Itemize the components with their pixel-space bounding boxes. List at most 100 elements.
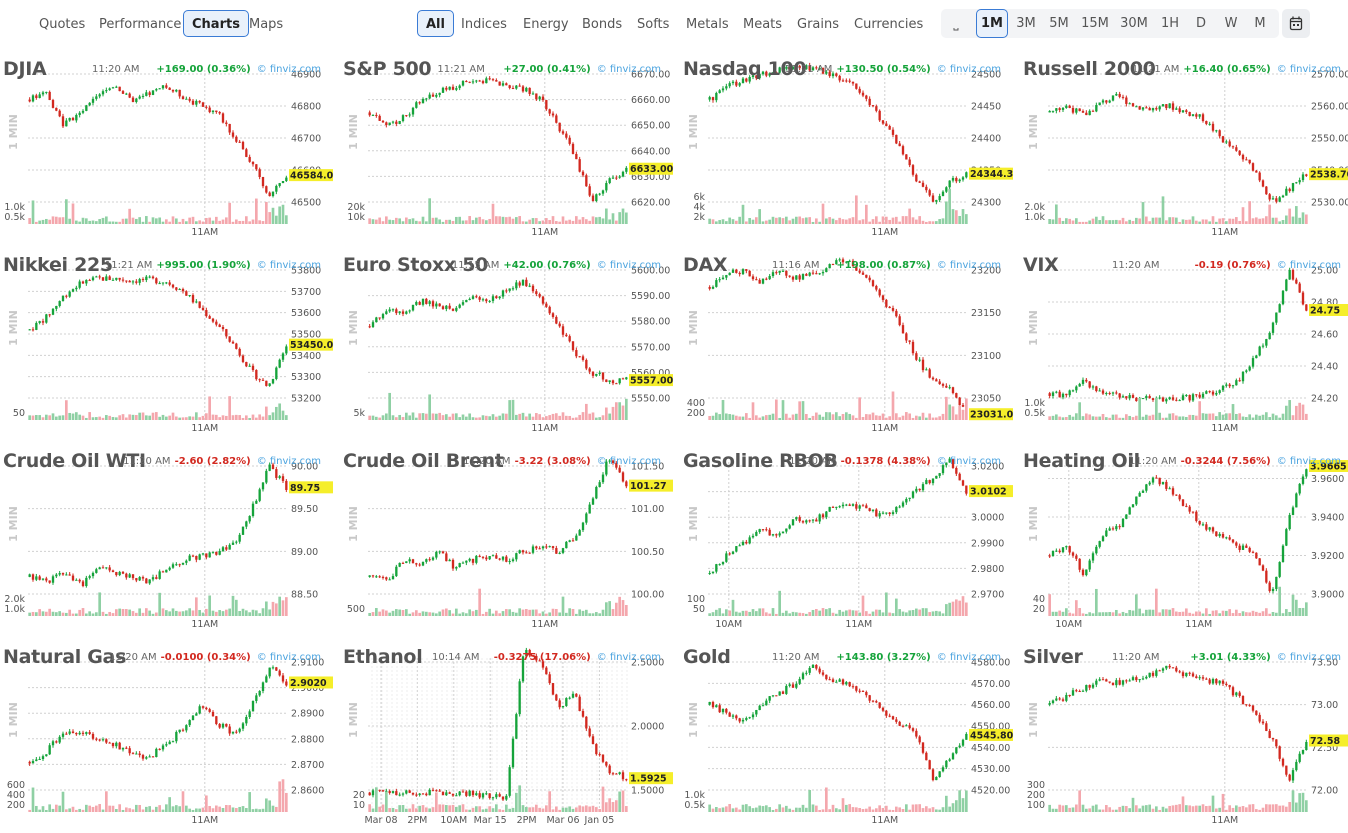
chart-panel-crude-oil-brent[interactable]: 101.50 101.00 100.50 100.00 11AM 1 MIN 500 101.… (340, 448, 676, 644)
filter-energy[interactable]: Energy (523, 17, 569, 32)
candle-down (1251, 163, 1255, 171)
volume-bar (151, 412, 155, 420)
finviz-credit-link[interactable]: © finviz.com (1276, 456, 1341, 467)
filter-metals[interactable]: Metals (686, 17, 729, 32)
panel-title[interactable]: Nasdaq 100 (683, 58, 807, 80)
candlestick-chart[interactable]: 5380053700536005350053400533005320011AM1… (0, 252, 336, 448)
timeframe-30m[interactable]: 30M (1120, 16, 1148, 31)
timeframe-m[interactable]: M (1254, 16, 1266, 31)
panel-title[interactable]: Heating Oil (1023, 450, 1140, 472)
timeframe-1h[interactable]: 1H (1160, 16, 1180, 31)
calendar-button[interactable] (1282, 9, 1310, 38)
chart-panel-djia[interactable]: 469004680046700466004650011AM1 MIN1.0k0.… (0, 56, 336, 252)
filter-currencies[interactable]: Currencies (854, 17, 924, 32)
panel-title[interactable]: S&P 500 (343, 58, 432, 80)
panel-title[interactable]: Euro Stoxx 50 (343, 254, 489, 276)
finviz-credit-link[interactable]: © finviz.com (256, 652, 321, 663)
chart-panel-russell-2000[interactable]: 2570.002560.002550.002540.002530.0011AM1… (1020, 56, 1348, 252)
filter-bonds[interactable]: Bonds (582, 17, 623, 32)
candlestick-chart[interactable]: 3.96653.96003.94003.92003.900010AM11AM1 … (1020, 448, 1348, 644)
volume-bar (1218, 218, 1221, 224)
panel-title[interactable]: DJIA (3, 58, 47, 80)
chart-panel-natural-gas[interactable]: 2.9100 2.9000 2.8900 2.8800 2.8700 2.8600 11AM… (0, 644, 336, 833)
finviz-credit-link[interactable]: © finviz.com (596, 456, 661, 467)
candlestick-chart[interactable]: 6670.006660.006650.006640.006630.006620.… (340, 56, 676, 252)
panel-title[interactable]: Crude Oil WTI (3, 450, 146, 472)
nav-maps[interactable]: Maps (249, 17, 284, 32)
chart-panel-heating-oil[interactable]: 3.96653.96003.94003.92003.900010AM11AM1 … (1020, 448, 1348, 644)
chart-panel-nikkei-225[interactable]: 53800 53700 53600 53500 53400 53300 53200 11AM 1… (0, 252, 336, 448)
timeframe-ticks[interactable]: ⎵ (953, 16, 959, 31)
chart-panel-euro-stoxx-50[interactable]: 5600.00 5590.00 5580.00 5570.00 5560.00 5550.… (340, 252, 676, 448)
volume-bar (1128, 415, 1131, 420)
finviz-credit-link[interactable]: © finviz.com (936, 260, 1001, 271)
chart-panel-s-p-500[interactable]: 6670.00 6660.00 6650.00 6640.00 6630.00 6620.… (340, 56, 676, 252)
finviz-credit-link[interactable]: © finviz.com (1276, 260, 1341, 271)
finviz-credit-link[interactable]: © finviz.com (936, 64, 1001, 75)
timeframe-5m[interactable]: 5M (1049, 16, 1069, 31)
chart-panel-vix[interactable]: 25.00 24.80 24.60 24.40 24.20 11AM 1 MIN 1.0k 0.… (1020, 252, 1348, 448)
panel-title[interactable]: Silver (1023, 646, 1083, 668)
finviz-credit-link[interactable]: © finviz.com (1276, 64, 1341, 75)
panel-title[interactable]: Crude Oil Brent (343, 450, 504, 472)
candlestick-chart[interactable]: 469004680046700466004650011AM1 MIN1.0k0.… (0, 56, 336, 252)
candle-down (838, 75, 841, 81)
panel-title[interactable]: DAX (683, 254, 728, 276)
finviz-credit-link[interactable]: © finviz.com (256, 456, 321, 467)
last-price-tag (969, 167, 1013, 180)
chart-panel-dax[interactable]: 23200 23150 23100 23050 11AM 1 MIN 400 200 23031… (680, 252, 1016, 448)
candlestick-chart[interactable]: 4580.004570.004560.004550.004540.004530.… (680, 644, 1016, 833)
filter-softs[interactable]: Softs (637, 17, 670, 32)
candlestick-chart[interactable]: 2.91002.90002.89002.88002.87002.860011AM… (0, 644, 336, 833)
finviz-credit-link[interactable]: © finviz.com (596, 260, 661, 271)
panel-title[interactable]: Ethanol (343, 646, 423, 668)
chart-panel-gasoline-rbob[interactable]: 3.02003.01003.00002.99002.98002.970010AM… (680, 448, 1016, 644)
filter-grains[interactable]: Grains (797, 17, 840, 32)
finviz-credit-link[interactable]: © finviz.com (256, 260, 321, 271)
volume-bar (741, 204, 745, 224)
finviz-credit-link[interactable]: © finviz.com (596, 652, 661, 663)
timeframe-d[interactable]: D (1195, 16, 1206, 31)
chart-panel-gold[interactable]: 4580.00 4570.00 4560.00 4550.00 4540.00 4530.… (680, 644, 1016, 833)
volume-bar (95, 221, 98, 224)
timeframe-15m[interactable]: 15M (1081, 16, 1109, 31)
panel-title[interactable]: Nikkei 225 (3, 254, 113, 276)
filter-indices[interactable]: Indices (461, 17, 507, 32)
nav-performance[interactable]: Performance (99, 17, 182, 32)
filter-meats[interactable]: Meats (743, 17, 783, 32)
finviz-credit-link[interactable]: © finviz.com (936, 652, 1001, 663)
volume-bar (561, 596, 565, 616)
panel-title[interactable]: Natural Gas (3, 646, 127, 668)
panel-title[interactable]: Gasoline RBOB (683, 450, 838, 472)
finviz-credit-link[interactable]: © finviz.com (1276, 652, 1341, 663)
timeframe-3m[interactable]: 3M (1016, 16, 1036, 31)
panel-title[interactable]: VIX (1023, 254, 1059, 276)
chart-panel-nasdaq-100[interactable]: 245002445024400243502430011AM1 MIN6k4k2k… (680, 56, 1016, 252)
nav-quotes[interactable]: Quotes (39, 17, 86, 32)
candle-up (1165, 399, 1168, 402)
chart-panel-silver[interactable]: 73.50 73.00 72.50 72.00 11AM 1 MIN 300 200 100 72… (1020, 644, 1348, 833)
nav-charts[interactable]: Charts (183, 10, 249, 37)
finviz-credit-link[interactable]: © finviz.com (256, 64, 321, 75)
panel-title[interactable]: Russell 2000 (1023, 58, 1156, 80)
timeframe-w[interactable]: W (1224, 16, 1238, 31)
candle-up (485, 793, 488, 795)
candlestick-chart[interactable]: 245002445024400243502430011AM1 MIN6k4k2k… (680, 56, 1016, 252)
finviz-credit-link[interactable]: © finviz.com (596, 64, 661, 75)
filter-all[interactable]: All (417, 10, 454, 37)
chart-panel-ethanol[interactable]: 2.5000 2.0000 1.5000 Mar 08 2PM 10AM Mar 15 2PM… (340, 644, 676, 833)
finviz-credit-link[interactable]: © finviz.com (936, 456, 1001, 467)
candlestick-chart[interactable]: 2570.002560.002550.002540.002530.0011AM1… (1020, 56, 1348, 252)
candlestick-chart[interactable]: 3.02003.01003.00002.99002.98002.970010AM… (680, 448, 1016, 644)
timeframe-1m[interactable]: 1M (976, 9, 1008, 38)
candle-up (708, 97, 711, 100)
chart-panel-crude-oil-wti[interactable]: 90.00 89.50 89.00 88.50 11AM 1 MIN 2.0k 1.0k 89.… (0, 448, 336, 644)
panel-title[interactable]: Gold (683, 646, 731, 668)
candlestick-chart[interactable]: 5600.005590.005580.005570.005560.005550.… (340, 252, 676, 448)
